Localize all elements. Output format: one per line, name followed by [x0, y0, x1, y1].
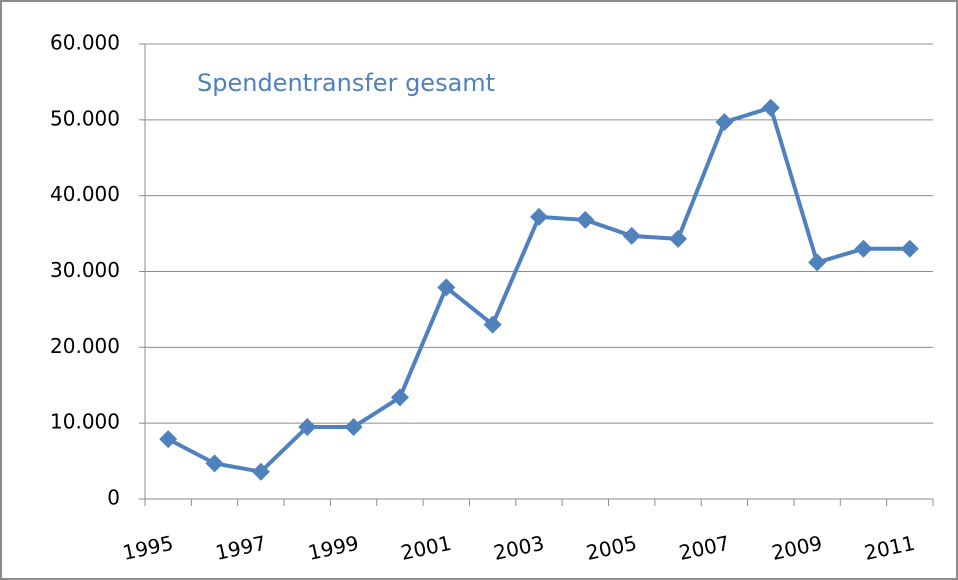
y-tick-label: 50.000 [50, 106, 120, 130]
marker [854, 239, 873, 258]
marker [761, 98, 780, 117]
y-tick-label: 20.000 [50, 334, 120, 358]
marker [205, 454, 224, 473]
chart-title: Spendentransfer gesamt [197, 69, 495, 97]
y-tick-label: 60.000 [50, 31, 120, 55]
marker [437, 278, 456, 297]
marker [900, 239, 919, 258]
marker [808, 253, 827, 272]
marker [715, 113, 734, 132]
y-tick-label: 10.000 [50, 410, 120, 434]
marker [576, 210, 595, 229]
y-tick-label: 0 [107, 486, 120, 510]
marker [483, 315, 502, 334]
marker [251, 462, 270, 481]
marker [530, 207, 548, 226]
y-tick-label: 30.000 [50, 258, 120, 282]
marker [159, 430, 178, 449]
marker [344, 417, 363, 436]
marker [390, 388, 409, 407]
y-tick-label: 40.000 [50, 182, 120, 206]
marker [298, 417, 317, 436]
marker [669, 229, 688, 248]
marker [622, 226, 641, 245]
